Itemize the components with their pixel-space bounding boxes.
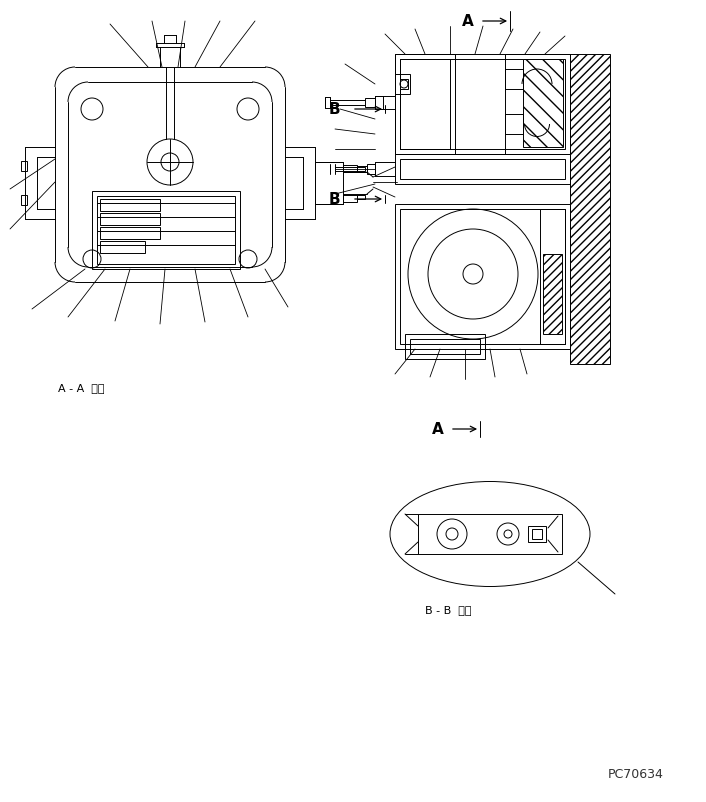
Bar <box>395 55 455 155</box>
Bar <box>395 155 570 184</box>
Bar <box>395 55 570 155</box>
Bar <box>395 75 410 95</box>
Text: A: A <box>462 14 474 30</box>
Bar <box>400 210 565 345</box>
Bar <box>100 241 145 253</box>
Bar <box>315 163 343 205</box>
Bar <box>528 526 546 542</box>
Bar <box>570 55 610 365</box>
Ellipse shape <box>390 482 590 587</box>
Bar <box>365 99 375 107</box>
Bar <box>540 210 565 345</box>
Bar <box>505 55 570 155</box>
Bar <box>97 196 235 265</box>
Bar <box>357 196 365 200</box>
Bar <box>100 200 160 212</box>
Bar <box>543 255 562 334</box>
Bar <box>405 334 485 359</box>
Bar <box>21 162 27 172</box>
Bar <box>100 228 160 240</box>
Bar <box>418 514 562 554</box>
Bar <box>357 168 365 172</box>
Bar <box>395 205 570 350</box>
Bar <box>100 214 160 225</box>
Text: A: A <box>432 422 444 437</box>
Bar <box>505 115 523 135</box>
Bar <box>343 196 357 203</box>
Bar <box>357 167 367 172</box>
Text: A - A  断面: A - A 断面 <box>58 383 104 392</box>
Bar <box>343 166 357 172</box>
Text: PC70634: PC70634 <box>608 768 664 780</box>
Bar <box>367 164 375 175</box>
Bar <box>21 196 27 206</box>
Bar <box>400 60 565 150</box>
Bar <box>400 160 565 180</box>
Bar <box>375 97 383 110</box>
Bar <box>400 60 450 150</box>
Bar <box>505 70 523 90</box>
Text: B: B <box>328 192 340 207</box>
Text: B: B <box>328 103 340 117</box>
Text: B - B  矢視: B - B 矢視 <box>425 604 472 614</box>
Bar <box>92 192 240 269</box>
Bar <box>410 339 480 354</box>
Bar <box>523 60 563 148</box>
Bar <box>325 98 330 109</box>
Bar <box>400 80 408 90</box>
Bar <box>532 529 542 539</box>
